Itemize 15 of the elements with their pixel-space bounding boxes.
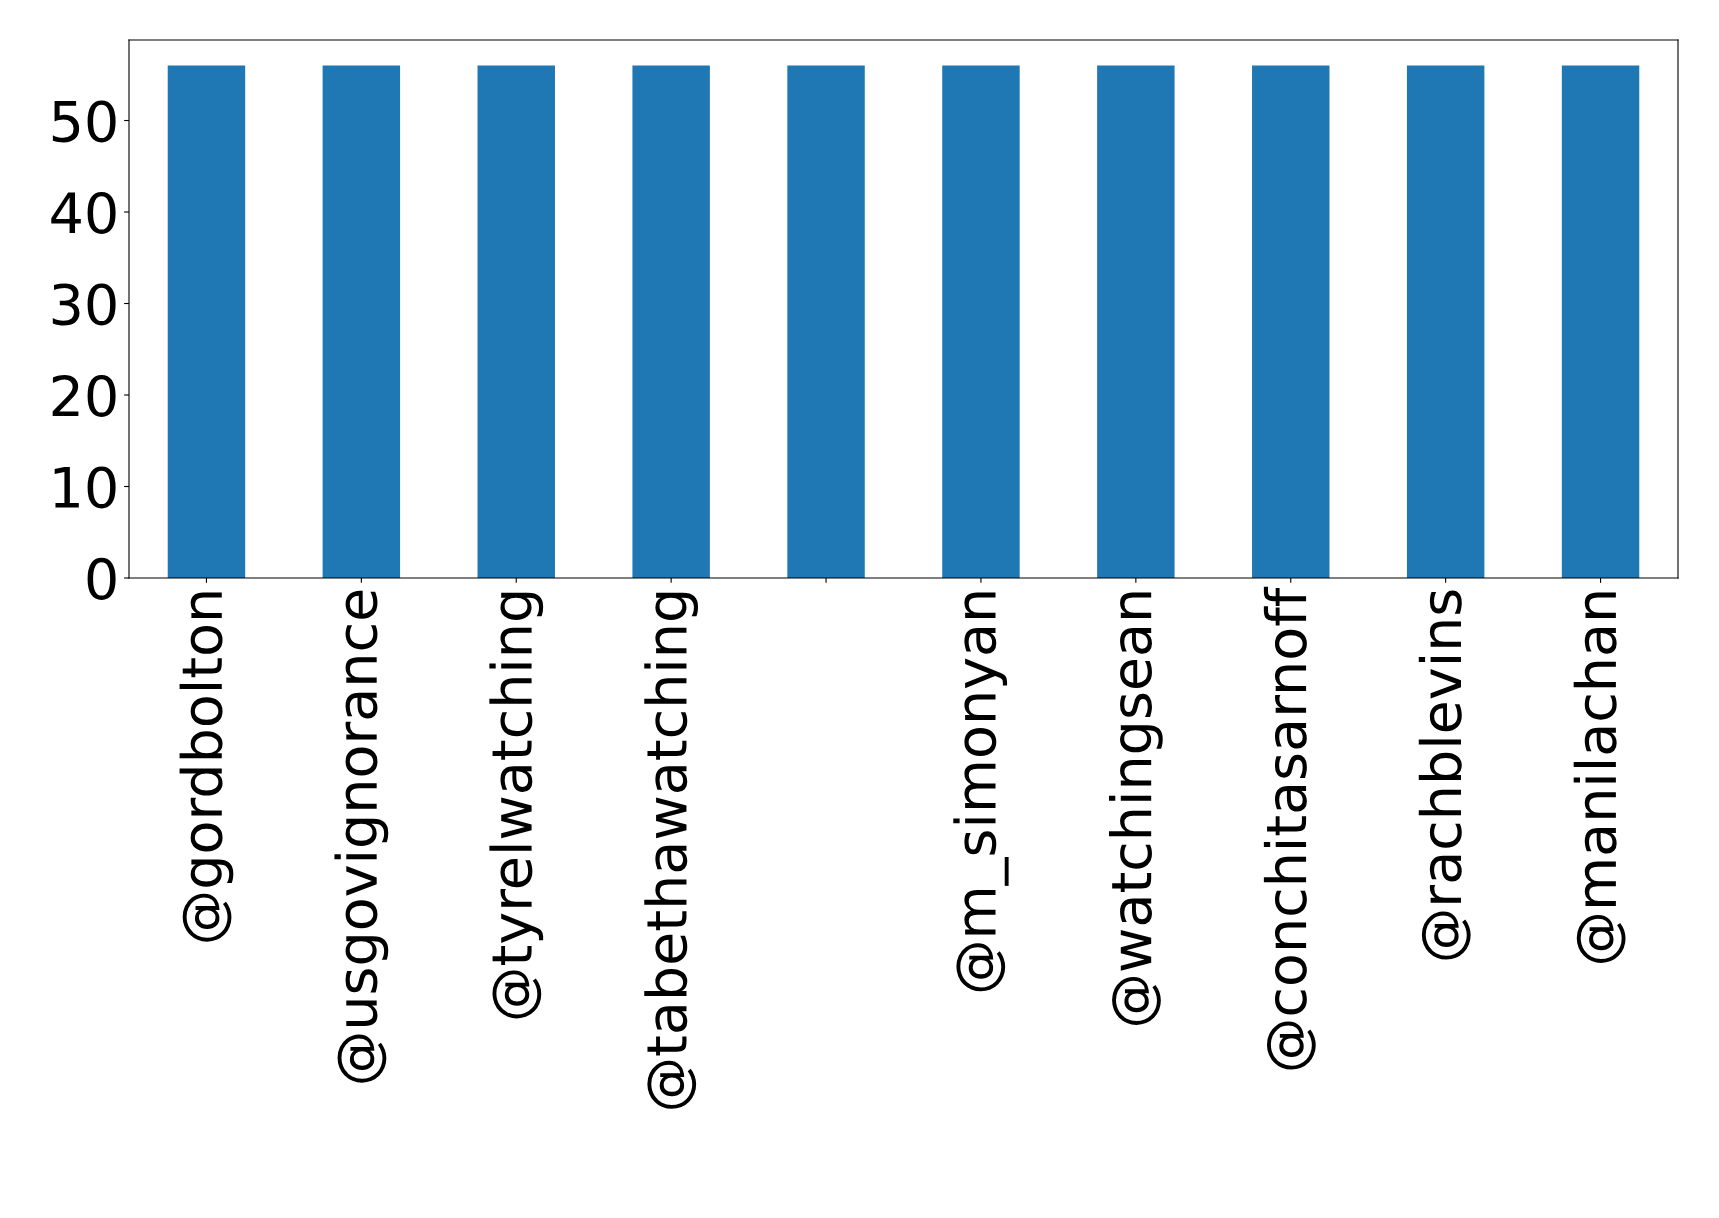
x-tick-label: @conchitasarnoff [1263, 586, 1316, 1070]
x-tick-label: @m_simonyan [953, 592, 1009, 992]
y-tick-label: 0 [87, 557, 116, 600]
x-tick-label: @gordbolton [179, 592, 234, 942]
y-tick-label: 20 [52, 374, 116, 417]
y-tick-label: 30 [52, 283, 116, 326]
x-tick-label: @tyrelwatching [489, 592, 544, 1019]
x-tick-label: @tabethawatching [644, 592, 699, 1109]
x-tick-label: @rachblevins [1418, 590, 1471, 960]
y-tick-label: 10 [54, 466, 116, 509]
x-tick-label: @usgovignorance [334, 590, 389, 1083]
x-tick-label: @watchingsean [1108, 592, 1163, 1025]
y-tick-label: 40 [51, 191, 116, 234]
x-tick-label: @manilachan [1573, 592, 1626, 963]
y-tick-label: 50 [52, 100, 116, 143]
